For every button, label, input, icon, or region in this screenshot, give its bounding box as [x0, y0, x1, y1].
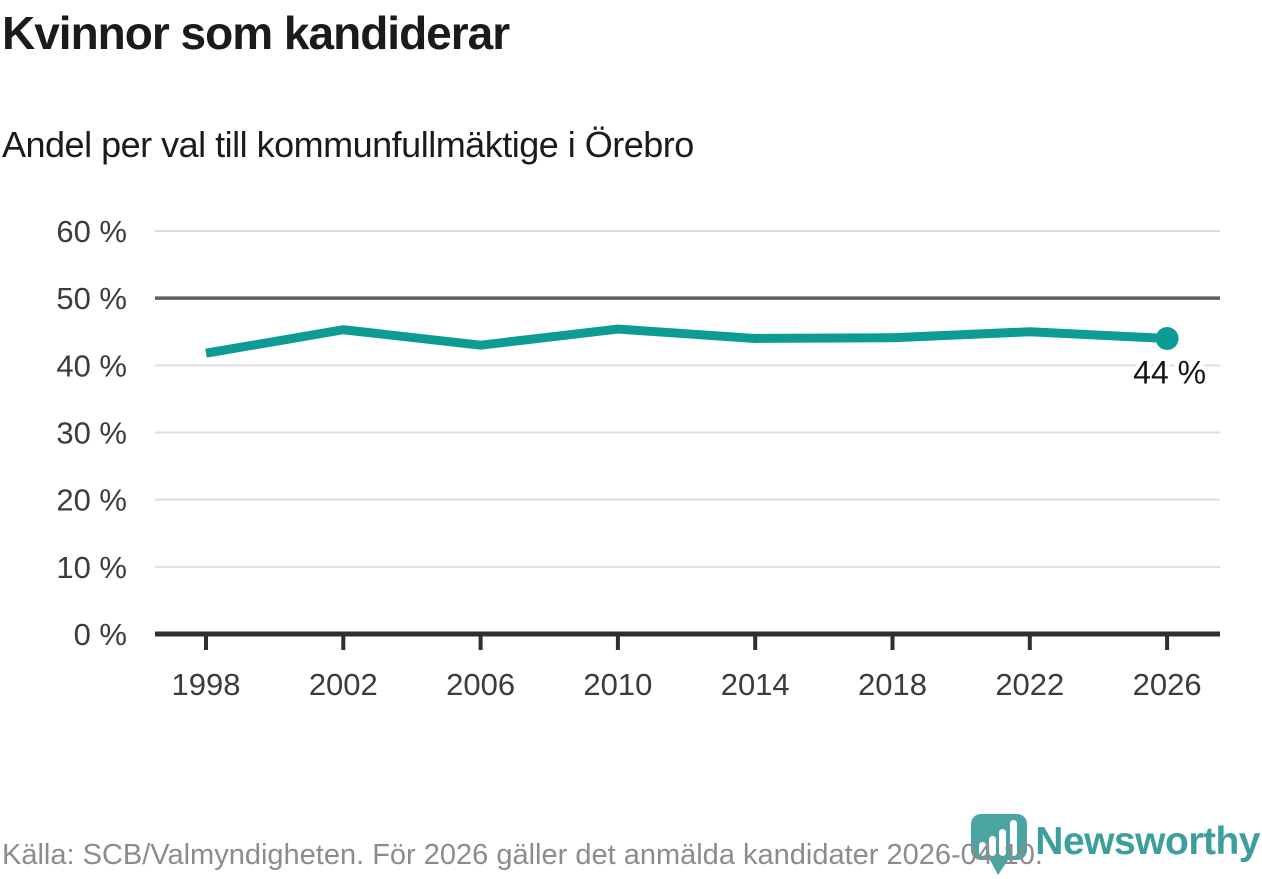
y-tick-label: 20 % — [56, 483, 127, 518]
y-tick-label: 60 % — [56, 214, 127, 249]
x-tick-label: 2010 — [583, 667, 652, 702]
newsworthy-logo[interactable]: Newsworthy — [969, 812, 1260, 878]
chart-subtitle: Andel per val till kommunfullmäktige i Ö… — [2, 124, 694, 165]
newsworthy-pin-barchart-icon — [971, 814, 1028, 875]
x-tick-label: 2018 — [858, 667, 927, 702]
y-tick-label: 10 % — [56, 550, 127, 585]
x-tick-label: 2026 — [1133, 667, 1202, 702]
x-tick-label: 2006 — [446, 667, 515, 702]
y-tick-label: 50 % — [56, 281, 127, 316]
x-tick-label: 2022 — [995, 667, 1064, 702]
chart-title: Kvinnor som kandiderar — [2, 7, 510, 59]
end-data-point — [1155, 326, 1179, 350]
source-note: Källa: SCB/Valmyndigheten. För 2026 gäll… — [2, 839, 1043, 871]
data-line — [205, 324, 1168, 358]
y-tick-label: 40 % — [56, 348, 127, 383]
y-tick-label: 0 % — [74, 617, 127, 652]
x-tick-label: 2002 — [309, 667, 378, 702]
end-value-label: 44 % — [1133, 354, 1206, 390]
x-tick-label: 1998 — [172, 667, 241, 702]
y-tick-label: 30 % — [56, 416, 127, 451]
newsworthy-wordmark: Newsworthy — [1035, 820, 1260, 863]
x-tick-label: 2014 — [721, 667, 790, 702]
line-chart: 0 % 10 % 20 % 30 % 40 % 50 % 60 % 1998 2002 2006 2… — [56, 214, 1220, 702]
